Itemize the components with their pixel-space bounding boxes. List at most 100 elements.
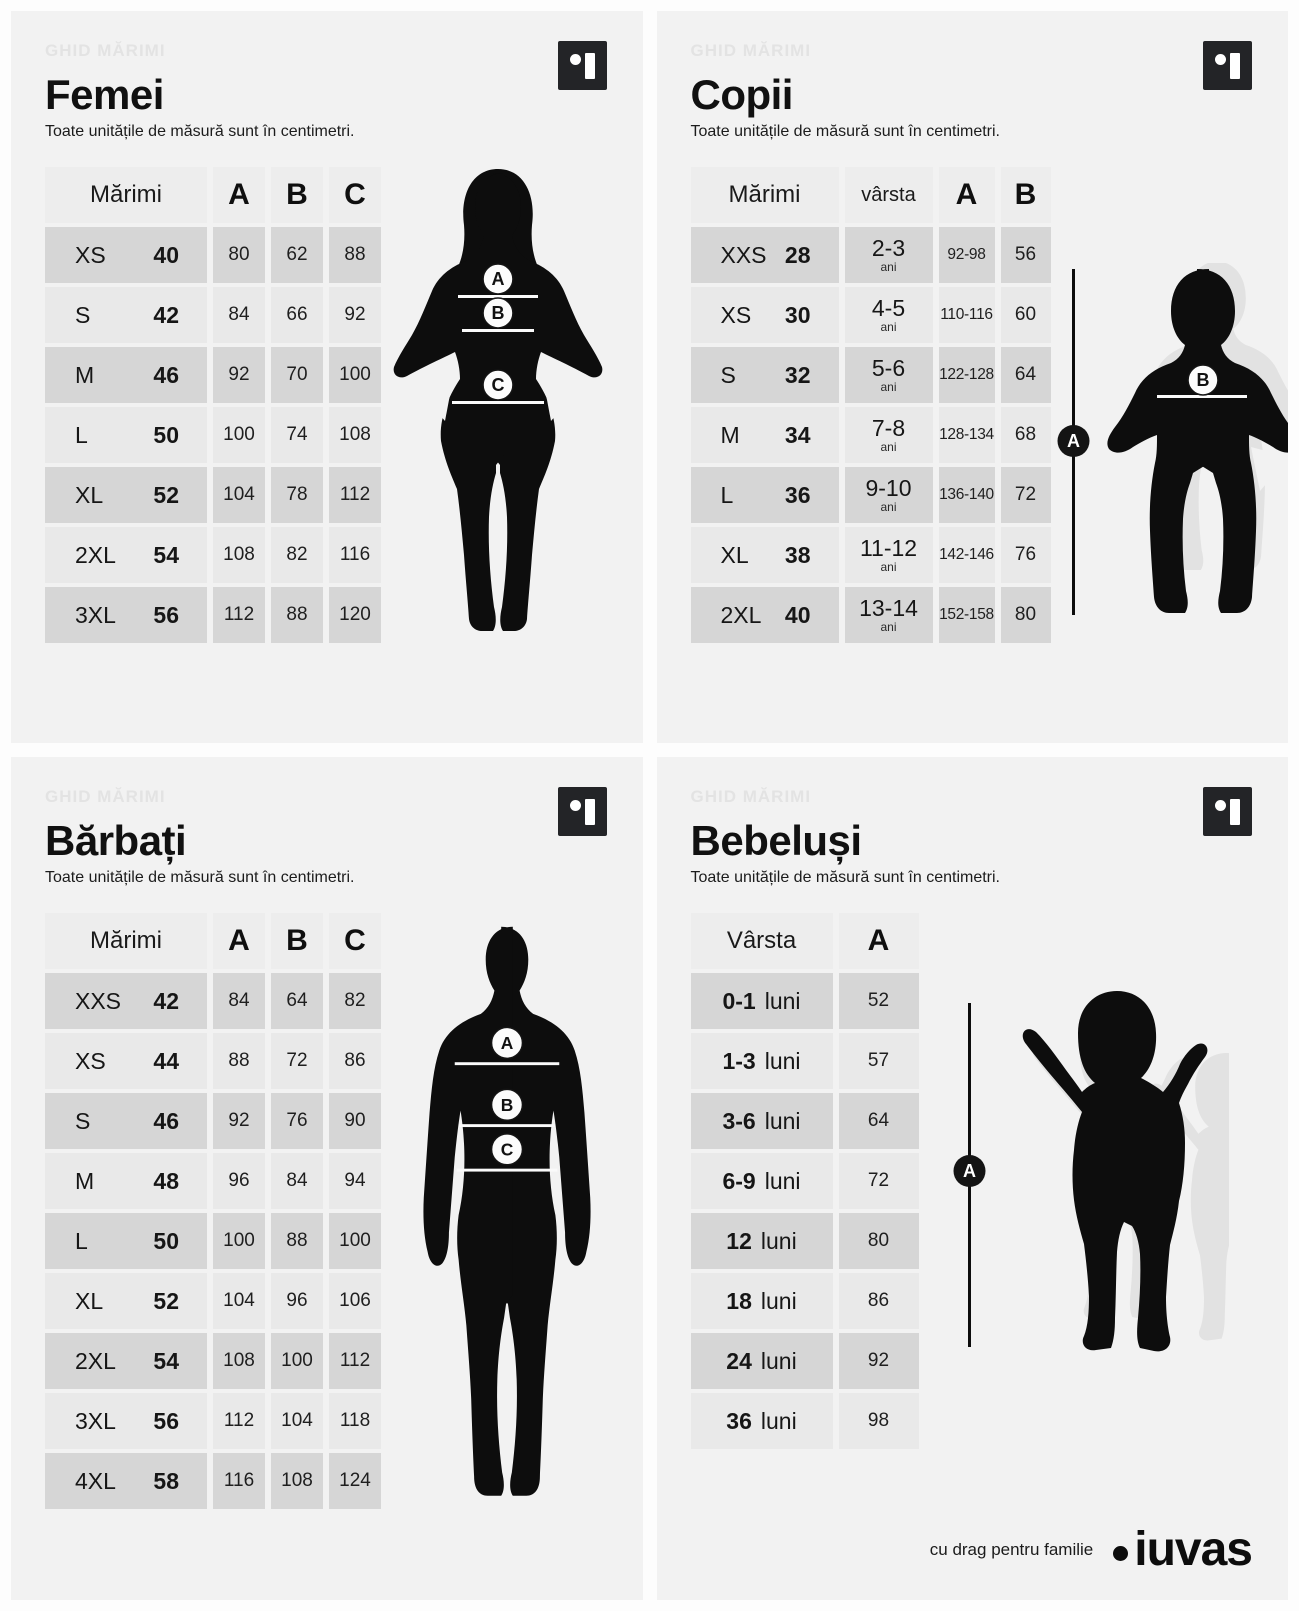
value-cell: 100 — [329, 347, 381, 403]
table-header-row: Mărimi A B C — [45, 913, 381, 969]
value-cell: 122-128 — [938, 347, 995, 403]
size-number: 56 — [153, 601, 179, 628]
table-row: 36 luni 98 — [690, 1393, 919, 1449]
size-cell: 3XL 56 — [45, 587, 207, 643]
marker-a: A — [963, 1161, 976, 1181]
age-unit: ani — [880, 500, 897, 514]
value-cell: 72 — [1000, 467, 1051, 523]
value-cell: 108 — [213, 527, 265, 583]
table-row: 4XL 58 116 108 124 — [45, 1453, 381, 1509]
logo-bar-icon — [1230, 799, 1240, 825]
section-title: Femei — [45, 71, 164, 118]
value-cell: 104 — [213, 467, 265, 523]
size-label: 2XL — [720, 601, 762, 628]
table-row: M 48 96 84 94 — [45, 1153, 381, 1209]
value-cell: 100 — [213, 407, 265, 463]
age-cell: 9-10 ani — [844, 467, 933, 523]
value-cell: 56 — [1000, 227, 1051, 283]
size-cell: M 34 — [690, 407, 839, 463]
value-cell: 116 — [329, 527, 381, 583]
section-subtitle: Toate unitățile de măsură sunt în centim… — [690, 123, 1001, 140]
age-value: 2-3 — [871, 235, 906, 261]
value-cell: 92 — [213, 1093, 265, 1149]
section-subtitle: Toate unitățile de măsură sunt în centim… — [690, 869, 1001, 886]
column-header: A — [838, 913, 919, 969]
value-cell: 118 — [329, 1393, 381, 1449]
size-label: S — [75, 1107, 91, 1134]
value-cell: 64 — [1000, 347, 1051, 403]
value-cell: 98 — [838, 1393, 919, 1449]
size-number: 58 — [153, 1467, 179, 1494]
size-cell: M 46 — [45, 347, 207, 403]
size-label: M — [75, 1167, 95, 1194]
logo-dot-icon — [1113, 1545, 1129, 1561]
table-row: L 36 9-10 ani 136-140 72 — [690, 467, 1051, 523]
size-label: M — [720, 421, 740, 448]
table-row: XXS 28 2-3 ani 92-98 56 — [690, 227, 1051, 283]
size-label: XS — [720, 301, 752, 328]
section-bebelusi: GHID MĂRIMI Bebeluși Toate unitățile de … — [656, 757, 1288, 1600]
table-row: 2XL 54 108 82 116 — [45, 527, 381, 583]
logo-bar-icon — [584, 53, 595, 79]
kids-size-table: Mărimi vârsta A B XXS 28 2-3 ani 92-98 56 XS 30 4-5 a… — [690, 167, 1051, 647]
section-subtitle: Toate unitățile de măsură sunt în centim… — [45, 123, 355, 140]
logo-dot-icon — [1215, 54, 1226, 65]
value-cell: 68 — [1000, 407, 1051, 463]
value-cell: 104 — [213, 1273, 265, 1329]
size-label: S — [720, 361, 736, 388]
value-cell: 152-158 — [938, 587, 995, 643]
age-value: 6-9 — [722, 1167, 756, 1194]
value-cell: 84 — [271, 1153, 323, 1209]
table-row: S 32 5-6 ani 122-128 64 — [690, 347, 1051, 403]
value-cell: 88 — [271, 587, 323, 643]
value-cell: 92 — [213, 347, 265, 403]
size-label: L — [75, 421, 88, 448]
value-cell: 86 — [329, 1033, 381, 1089]
age-cell: 5-6 ani — [844, 347, 933, 403]
panel-body: Vârsta A 0-1 luni 52 1-3 luni 57 3-6 luni 64 6-9 lun… — [690, 913, 1255, 1453]
age-unit: luni — [760, 1347, 797, 1374]
value-cell: 76 — [271, 1093, 323, 1149]
size-label: S — [75, 301, 91, 328]
size-label: XXS — [720, 241, 767, 268]
value-cell: 78 — [271, 467, 323, 523]
marker-c: C — [501, 1139, 514, 1159]
age-unit: ani — [880, 620, 897, 634]
age-unit: ani — [880, 260, 897, 274]
size-number: 28 — [784, 241, 811, 268]
size-number: 30 — [784, 301, 811, 328]
size-number: 46 — [153, 1107, 179, 1134]
size-number: 42 — [153, 301, 179, 328]
column-header: C — [329, 913, 381, 969]
section-barbati: GHID MĂRIMI Bărbați Toate unitățile de m… — [11, 757, 643, 1600]
size-number: 34 — [784, 421, 811, 448]
measure-marks: A B C — [454, 1026, 560, 1172]
table-row: S 42 84 66 92 — [45, 287, 381, 343]
iuvas-logo-icon — [557, 787, 607, 836]
size-cell: S 42 — [45, 287, 207, 343]
table-row: 0-1 luni 52 — [690, 973, 919, 1029]
size-label: XXS — [75, 987, 122, 1014]
size-cell: XL 52 — [45, 467, 207, 523]
value-cell: 62 — [271, 227, 323, 283]
table-row: 24 luni 92 — [690, 1333, 919, 1389]
section-subtitle: Toate unitățile de măsură sunt în centim… — [45, 869, 355, 886]
table-row: L 50 100 74 108 — [45, 407, 381, 463]
logo-bar-icon — [1230, 53, 1240, 79]
iuvas-logo-icon — [1203, 787, 1252, 836]
age-unit: luni — [764, 1047, 801, 1074]
age-cell: 24 luni — [690, 1333, 833, 1389]
table-row: 6-9 luni 72 — [690, 1153, 919, 1209]
age-cell: 13-14 ani — [844, 587, 933, 643]
age-value: 24 — [726, 1347, 752, 1374]
value-cell: 52 — [838, 973, 919, 1029]
value-cell: 104 — [271, 1393, 323, 1449]
size-cell: 2XL 54 — [45, 527, 207, 583]
value-cell: 84 — [213, 287, 265, 343]
table-row: 18 luni 86 — [690, 1273, 919, 1329]
column-header: B — [1000, 167, 1051, 223]
age-unit: luni — [764, 987, 801, 1014]
size-cell: 3XL 56 — [45, 1393, 207, 1449]
marker-b: B — [1196, 370, 1209, 390]
table-header-row: Mărimi A B C — [45, 167, 381, 223]
